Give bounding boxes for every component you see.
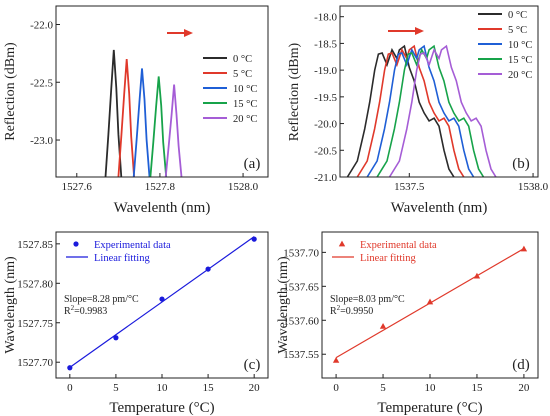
plot-frame bbox=[339, 5, 539, 178]
x-tick-label: 10 bbox=[157, 382, 169, 394]
y-tick-label: 1527.80 bbox=[17, 278, 53, 290]
x-tick-label: 1527.6 bbox=[62, 181, 93, 193]
y-axis-label: Wavelength (nm) bbox=[276, 256, 291, 354]
temperature-arrow-head bbox=[184, 29, 193, 37]
x-axis-label: Wavelenth (nm) bbox=[114, 200, 211, 216]
legend-label: 20 °C bbox=[233, 114, 257, 125]
x-tick-label: 1527.8 bbox=[145, 181, 176, 193]
y-axis-label: Reflection (dBm) bbox=[287, 42, 302, 141]
x-tick-label: 20 bbox=[249, 382, 261, 394]
spectrum-line bbox=[346, 44, 455, 177]
x-tick-label: 0 bbox=[333, 382, 339, 394]
y-tick-label: -23.0 bbox=[30, 135, 53, 147]
legend-label: 20 °C bbox=[508, 70, 532, 81]
legend-label: 5 °C bbox=[233, 69, 252, 80]
x-tick-label: 1528.0 bbox=[228, 181, 259, 193]
legend-label: Linear fitting bbox=[94, 253, 150, 264]
y-tick-label: 1537.70 bbox=[283, 247, 319, 259]
spectrum-line bbox=[376, 44, 485, 177]
plot-frame bbox=[55, 231, 269, 379]
spectrum-line bbox=[149, 76, 168, 177]
data-point bbox=[159, 296, 165, 302]
spectrum-line bbox=[117, 59, 135, 177]
legend-label: 10 °C bbox=[508, 40, 532, 51]
data-point bbox=[520, 245, 528, 252]
data-point bbox=[473, 272, 481, 279]
plot-frame bbox=[55, 5, 269, 178]
y-tick-label: -18.5 bbox=[314, 38, 337, 50]
panel-c: 0 5 10 15 20 1527.70 1527.75 1527.80 1527.85 Temp… bbox=[3, 231, 269, 416]
x-tick-label: 1537.5 bbox=[394, 181, 425, 193]
data-point bbox=[332, 356, 340, 363]
y-tick-label: 1527.85 bbox=[17, 239, 53, 251]
legend-label: Linear fitting bbox=[360, 253, 416, 264]
x-tick-label: 5 bbox=[113, 382, 119, 394]
x-tick-label: 1538.0 bbox=[518, 181, 549, 193]
spectrum-line bbox=[164, 84, 183, 177]
panel-d: 0 5 10 15 20 1537.55 1537.60 1537.65 1537.70 Temp… bbox=[276, 231, 539, 416]
x-axis-label: Wavelenth (nm) bbox=[391, 200, 488, 216]
y-tick-label: -22.0 bbox=[30, 19, 53, 31]
spectrum-line bbox=[366, 44, 475, 177]
slope-annotation: Slope=8.28 pm/°C bbox=[64, 294, 139, 305]
legend-label: 10 °C bbox=[233, 84, 257, 95]
plot-frame bbox=[321, 231, 539, 379]
r-squared-annotation: R2=0.9983 bbox=[64, 304, 107, 317]
y-axis-label: Reflection (dBm) bbox=[3, 42, 18, 141]
panel-a: 1527.6 1527.8 1528.0 -22.0 -22.5 -23.0 Wavelen… bbox=[3, 5, 269, 216]
x-tick-label: 10 bbox=[425, 382, 437, 394]
legend-label: 15 °C bbox=[508, 55, 532, 66]
y-tick-label: -20.5 bbox=[314, 145, 337, 157]
y-tick-label: 1527.70 bbox=[17, 357, 53, 369]
legend-label: 15 °C bbox=[233, 99, 257, 110]
spectrum-line bbox=[356, 44, 465, 177]
temperature-arrow-head bbox=[415, 27, 424, 35]
y-tick-label: 1527.75 bbox=[17, 318, 53, 330]
legend-marker bbox=[73, 241, 79, 247]
y-tick-label: -18.0 bbox=[314, 12, 337, 24]
r-squared-annotation: R2=0.9950 bbox=[330, 304, 373, 317]
data-point bbox=[251, 236, 257, 242]
y-tick-label: -20.0 bbox=[314, 119, 337, 131]
legend-marker bbox=[338, 240, 346, 247]
legend-label: 0 °C bbox=[233, 54, 252, 65]
spectrum-line bbox=[104, 49, 123, 177]
y-tick-label: -21.0 bbox=[314, 172, 337, 184]
data-point bbox=[426, 298, 434, 305]
x-tick-label: 15 bbox=[471, 382, 483, 394]
y-axis-label: Wavelength (nm) bbox=[3, 256, 18, 354]
panel-label: (d) bbox=[512, 357, 530, 373]
panel-label: (a) bbox=[244, 156, 261, 172]
data-point bbox=[379, 322, 387, 329]
x-tick-label: 0 bbox=[67, 382, 73, 394]
legend-label: 0 °C bbox=[508, 10, 527, 21]
data-point bbox=[113, 335, 119, 341]
panel-b: 1537.5 1538.0 -18.0 -18.5 -19.0 -19.5 -20.0 -20… bbox=[287, 5, 549, 216]
y-tick-label: -19.0 bbox=[314, 65, 337, 77]
legend-label: 5 °C bbox=[508, 25, 527, 36]
x-axis-label: Temperature (°C) bbox=[377, 400, 482, 416]
panel-label: (b) bbox=[512, 156, 530, 172]
legend-label: Experimental data bbox=[360, 240, 437, 251]
y-tick-label: -19.5 bbox=[314, 92, 337, 104]
x-tick-label: 15 bbox=[203, 382, 215, 394]
panel-label: (c) bbox=[244, 357, 261, 373]
spectrum-line bbox=[388, 44, 497, 177]
y-tick-label: 1537.55 bbox=[283, 349, 319, 361]
y-tick-label: 1537.60 bbox=[283, 315, 319, 327]
x-axis-label: Temperature (°C) bbox=[109, 400, 214, 416]
y-tick-label: -22.5 bbox=[30, 77, 53, 89]
x-tick-label: 5 bbox=[380, 382, 386, 394]
x-tick-label: 20 bbox=[518, 382, 530, 394]
y-tick-label: 1537.65 bbox=[283, 281, 319, 293]
legend-label: Experimental data bbox=[94, 240, 171, 251]
data-point bbox=[205, 266, 211, 272]
spectrum-line bbox=[132, 68, 151, 177]
linear-fit-line bbox=[69, 236, 255, 368]
slope-annotation: Slope=8.03 pm/°C bbox=[330, 294, 405, 305]
data-point bbox=[67, 365, 73, 371]
